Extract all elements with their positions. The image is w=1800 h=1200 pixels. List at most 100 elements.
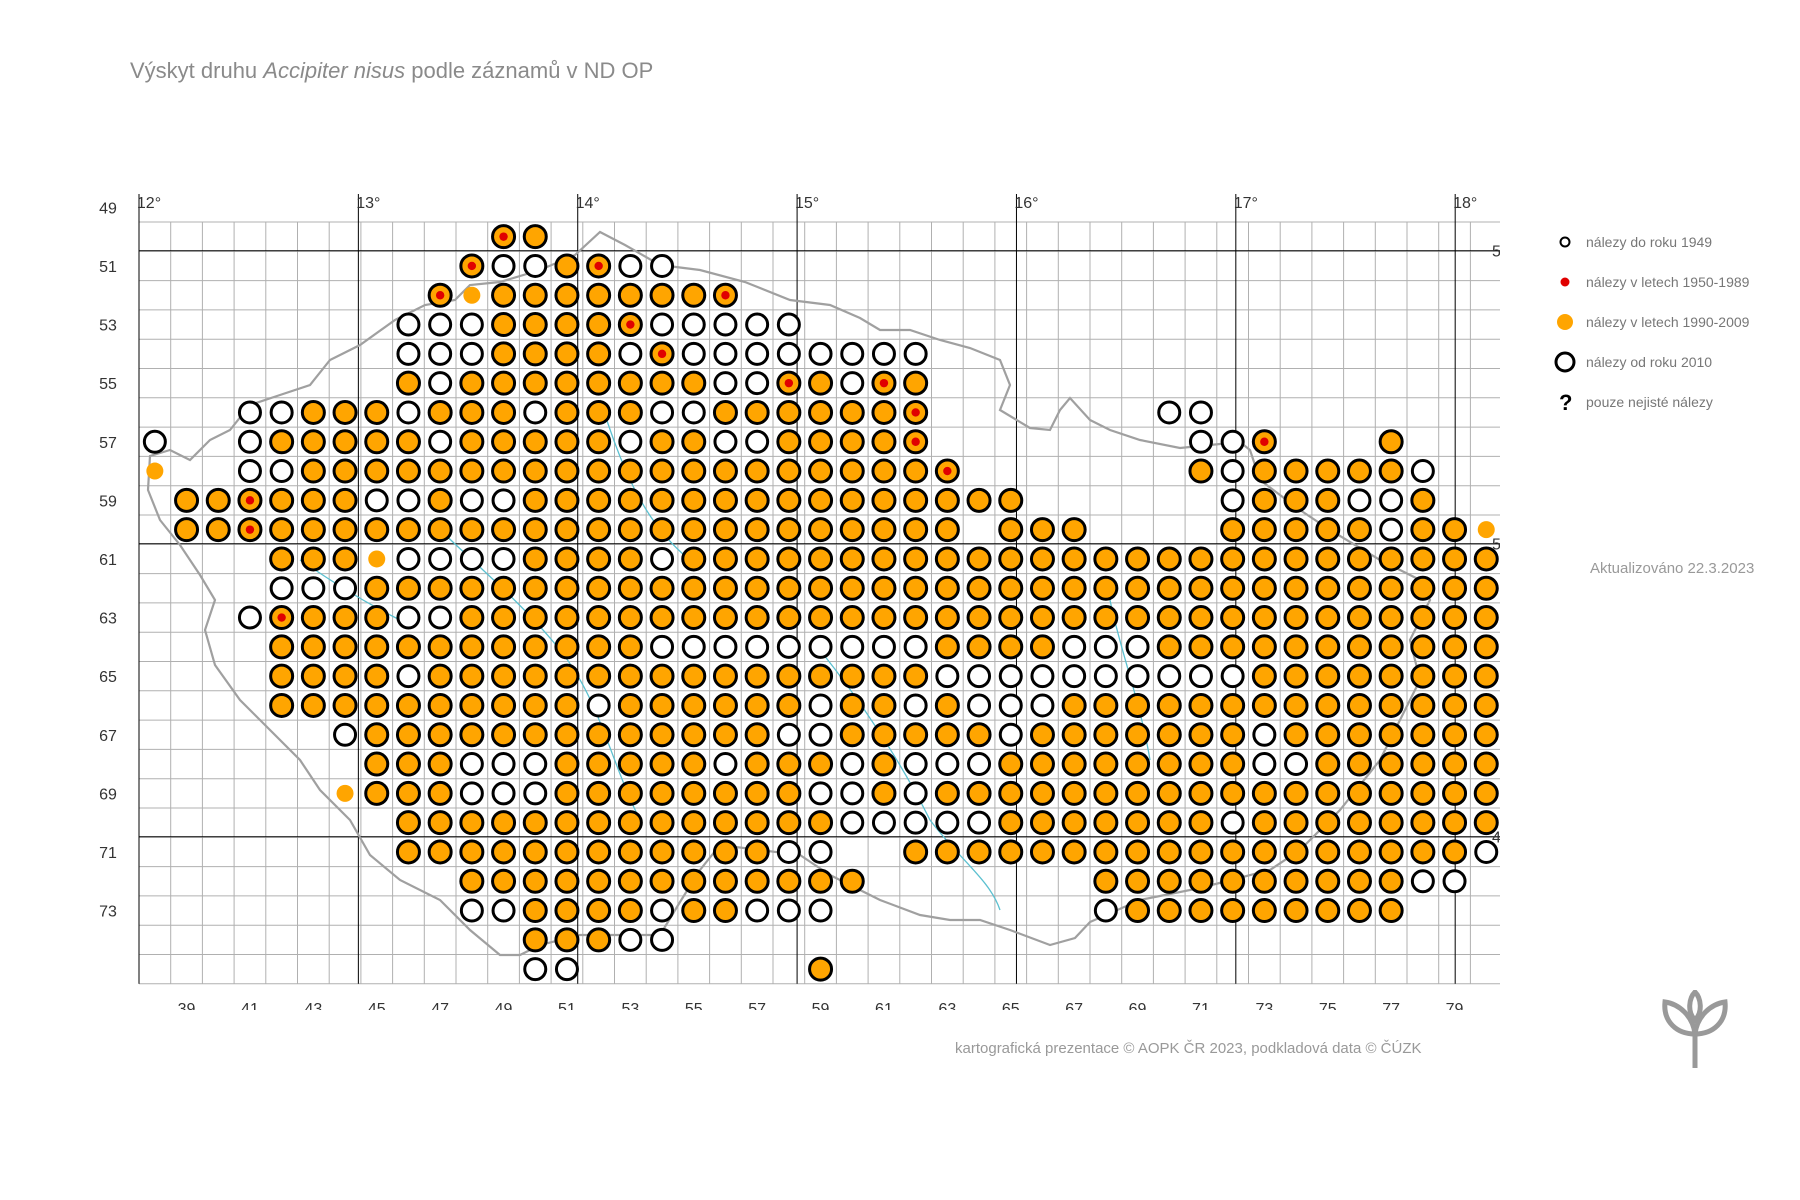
grid-marker xyxy=(1315,722,1341,748)
grid-marker xyxy=(617,780,643,806)
grid-marker xyxy=(617,370,643,396)
grid-marker xyxy=(427,751,453,777)
grid-marker xyxy=(1220,605,1246,631)
grid-marker xyxy=(1251,663,1277,689)
grid-marker xyxy=(269,663,295,689)
grid-marker xyxy=(396,605,421,630)
grid-marker xyxy=(395,575,421,601)
grid-marker xyxy=(1220,459,1245,484)
grid-marker xyxy=(300,487,326,513)
grid-marker xyxy=(1346,458,1372,484)
grid-marker xyxy=(491,488,516,513)
grid-marker xyxy=(435,291,445,300)
row-label: 71 xyxy=(99,845,117,862)
grid-marker xyxy=(871,487,897,513)
row-label: 53 xyxy=(99,318,117,335)
legend-item: nálezy v letech 1990-2009 xyxy=(1550,310,1790,350)
grid-marker xyxy=(1410,839,1436,865)
grid-marker xyxy=(459,341,484,366)
grid-marker xyxy=(681,868,707,894)
grid-marker xyxy=(1378,751,1404,777)
grid-marker xyxy=(871,751,897,777)
column-label: 77 xyxy=(1382,1001,1400,1010)
grid-marker xyxy=(998,517,1024,543)
grid-marker xyxy=(1442,810,1468,836)
grid-marker xyxy=(744,780,770,806)
grid-marker xyxy=(879,378,889,388)
grid-marker xyxy=(586,722,612,748)
grid-marker xyxy=(1315,810,1341,836)
grid-marker xyxy=(1188,692,1214,718)
grid-marker xyxy=(839,429,865,455)
grid-marker xyxy=(1188,400,1213,425)
grid-marker xyxy=(1251,458,1277,484)
grid-marker xyxy=(998,487,1024,513)
grid-marker xyxy=(1125,546,1151,572)
grid-marker xyxy=(1378,722,1404,748)
legend-label: nálezy v letech 1990-2009 xyxy=(1586,314,1750,330)
grid-marker xyxy=(459,517,485,543)
grid-marker xyxy=(713,371,738,396)
grid-marker xyxy=(427,399,453,425)
grid-marker xyxy=(839,663,865,689)
grid-marker xyxy=(336,784,354,802)
grid-marker xyxy=(491,282,517,308)
grid-marker xyxy=(903,634,928,659)
grid-marker xyxy=(681,400,706,425)
grid-marker xyxy=(1029,839,1055,865)
grid-marker xyxy=(1283,780,1309,806)
row-label: 67 xyxy=(99,728,117,745)
grid-marker xyxy=(396,664,421,689)
grid-marker xyxy=(1251,692,1277,718)
grid-marker xyxy=(871,692,897,718)
grid-marker xyxy=(998,810,1024,836)
grid-marker xyxy=(617,839,643,865)
grid-marker xyxy=(1061,751,1087,777)
grid-marker xyxy=(618,429,643,454)
grid-marker xyxy=(396,400,421,425)
grid-marker xyxy=(966,780,992,806)
grid-marker xyxy=(713,752,738,777)
grid-marker xyxy=(491,752,516,777)
grid-marker xyxy=(839,487,865,513)
column-label: 69 xyxy=(1129,1001,1147,1010)
grid-marker xyxy=(1473,605,1499,631)
grid-marker xyxy=(522,224,548,250)
grid-marker xyxy=(1473,546,1499,572)
grid-marker xyxy=(617,546,643,572)
grid-marker xyxy=(586,312,612,338)
grid-marker xyxy=(776,517,802,543)
grid-marker xyxy=(911,437,920,446)
grid-marker xyxy=(459,722,485,748)
grid-marker xyxy=(744,546,770,572)
grid-marker xyxy=(744,722,770,748)
grid-marker xyxy=(712,399,738,425)
grid-marker xyxy=(491,575,517,601)
grid-marker xyxy=(808,868,834,894)
grid-marker xyxy=(1315,546,1341,572)
grid-marker xyxy=(1315,634,1341,660)
grid-marker xyxy=(713,429,738,454)
longitude-label: 12° xyxy=(137,195,161,212)
grid-marker xyxy=(586,751,612,777)
grid-marker xyxy=(332,692,358,718)
grid-marker xyxy=(1093,751,1119,777)
grid-marker xyxy=(617,751,643,777)
grid-marker xyxy=(1346,634,1372,660)
grid-marker xyxy=(903,370,929,396)
grid-marker xyxy=(650,898,675,923)
grid-marker xyxy=(364,751,390,777)
grid-marker xyxy=(300,546,326,572)
grid-map: 12°13°14°15°16°17°18°19°3941434547495153… xyxy=(99,194,1500,1010)
grid-marker xyxy=(839,399,865,425)
longitude-label: 17° xyxy=(1234,195,1258,212)
grid-marker xyxy=(1125,898,1151,924)
legend-item: nálezy v letech 1950-1989 xyxy=(1550,270,1790,310)
grid-marker xyxy=(1410,869,1435,894)
grid-marker xyxy=(617,458,643,484)
grid-marker xyxy=(522,810,548,836)
grid-marker xyxy=(934,517,960,543)
grid-marker xyxy=(1315,487,1341,513)
grid-marker xyxy=(522,312,548,338)
grid-marker xyxy=(333,722,358,747)
